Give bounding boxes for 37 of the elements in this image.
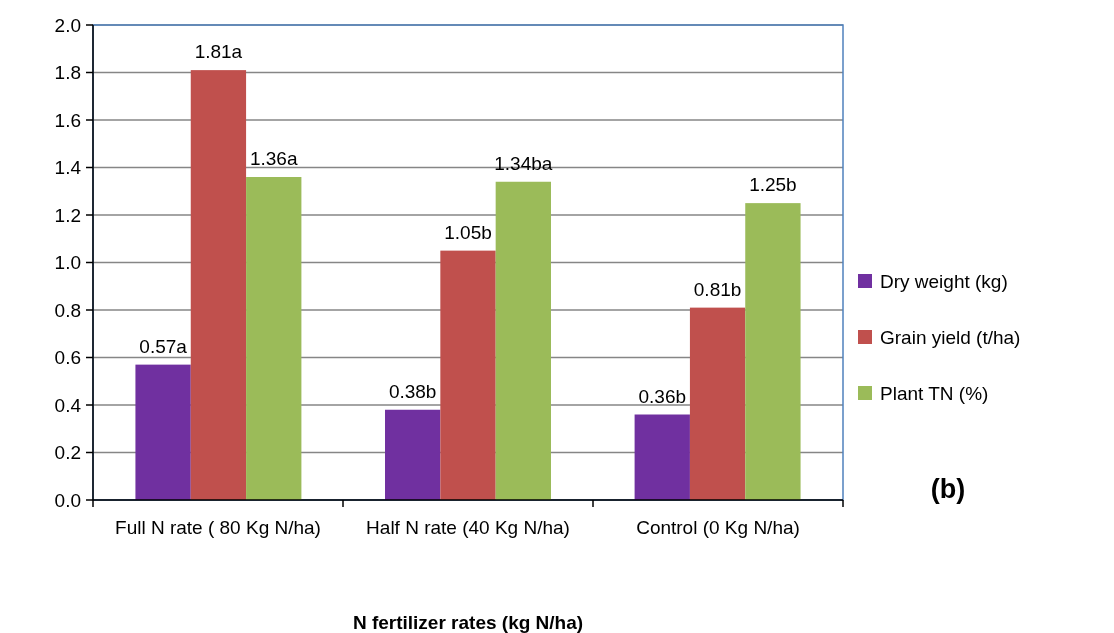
- data-label: 0.36b: [638, 385, 687, 407]
- bar: [634, 414, 690, 500]
- y-tick-label: 1.2: [54, 204, 81, 226]
- bar: [385, 409, 441, 500]
- x-tick-label: Half N rate (40 Kg N/ha): [366, 517, 570, 538]
- data-label: 0.38b: [388, 380, 437, 402]
- data-label: 1.05b: [444, 221, 492, 243]
- y-tick-label: 0.8: [54, 299, 81, 321]
- data-label: 0.57a: [139, 335, 188, 357]
- y-tick-label: 2.0: [54, 14, 81, 36]
- y-tick-label: 0.4: [54, 394, 82, 416]
- bar: [440, 250, 496, 500]
- x-tick-label: Control (0 Kg N/ha): [636, 517, 800, 538]
- data-label: 1.81a: [194, 41, 243, 63]
- legend-label: Dry weight (kg): [880, 270, 1008, 292]
- bar: [745, 203, 801, 500]
- text: (b): [930, 474, 966, 504]
- bar: [689, 307, 746, 500]
- data-label: 0.81b: [693, 278, 742, 300]
- bar: [190, 70, 247, 500]
- data-label: 1.34ba: [494, 152, 553, 174]
- y-tick-label: 1.6: [54, 109, 81, 131]
- y-tick-label: 0.6: [54, 347, 81, 369]
- bar: [246, 177, 302, 500]
- bar: [495, 181, 551, 500]
- legend-label: Plant TN (%): [880, 382, 989, 404]
- y-tick-label: 1.4: [54, 157, 82, 179]
- data-label: 1.25b: [749, 174, 797, 196]
- x-tick-label: Full N rate ( 80 Kg N/ha): [115, 517, 321, 538]
- y-tick-label: 0.2: [54, 442, 81, 464]
- y-tick-label: 1.8: [54, 62, 81, 84]
- x-axis-title: N fertilizer rates (kg N/ha): [352, 612, 584, 633]
- y-tick-label: 0.0: [54, 489, 81, 511]
- data-label: 1.36a: [249, 148, 298, 169]
- legend-label: Grain yield (t/ha): [880, 326, 1021, 348]
- y-tick-label: 1.0: [54, 252, 81, 274]
- bar: [135, 364, 191, 500]
